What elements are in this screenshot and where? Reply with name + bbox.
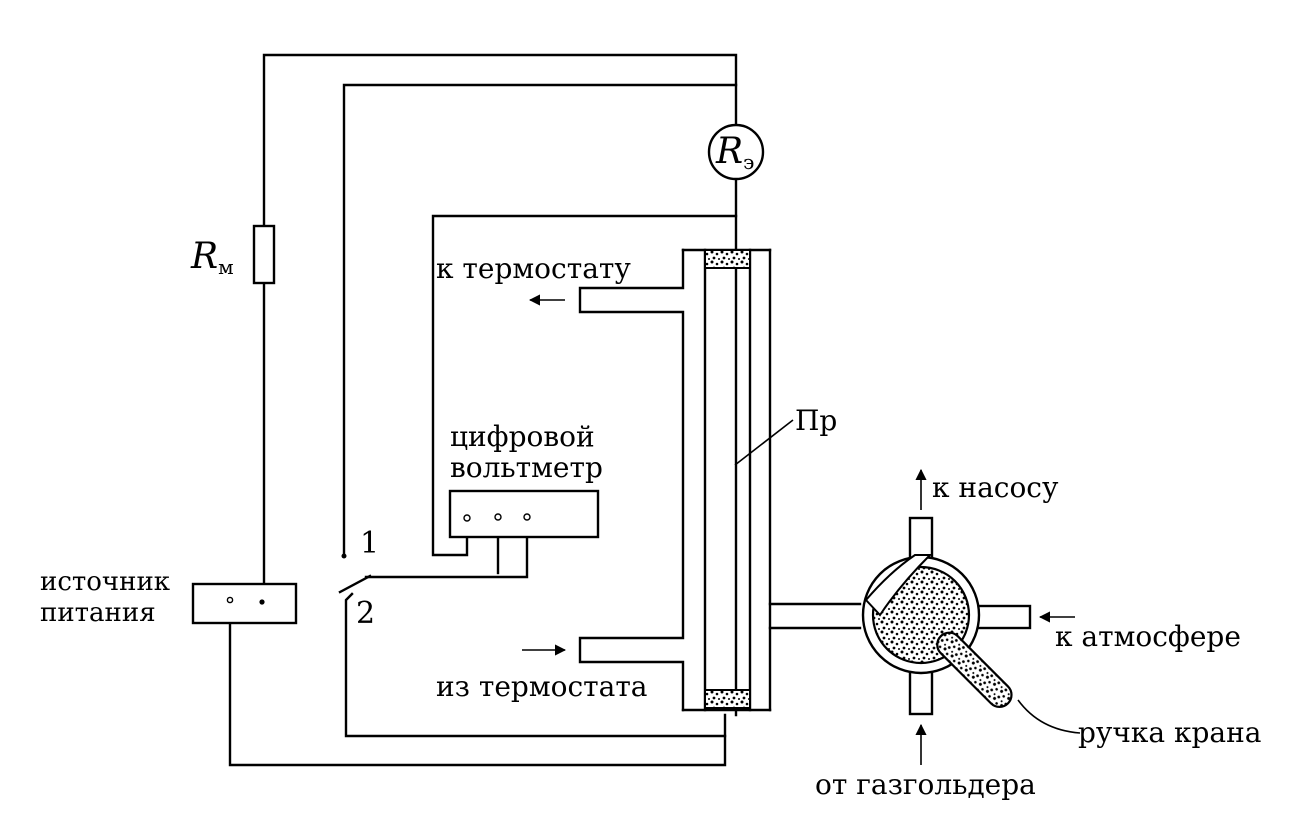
to-pump-label: к насосу [932,471,1059,504]
wire-power-bottom [228,601,727,767]
resistor-rm-label: Rм [190,236,234,279]
wire-switch2-bottom [344,592,727,738]
from-thermostat-label: из термостата [436,670,648,703]
resistor-re [707,123,765,181]
valve-pipe-right [970,604,1032,630]
power-supply [191,582,298,625]
voltmeter-terminal-3 [523,513,531,521]
switch-position-2: 2 [356,596,375,631]
wire-switch1-to-top [342,83,738,557]
from-gasholder-label: от газгольдера [815,768,1036,801]
jacket-left-wall [578,248,685,712]
resistor-re-label: Rэ [715,131,754,174]
wire-rm-to-re [262,53,738,228]
tube-bottom-plug [704,689,751,709]
power-supply-label: источник питания [40,567,178,628]
power-terminal-left [226,596,234,604]
valve-handle-leader [1017,699,1081,734]
digital-voltmeter [448,489,600,539]
thermostat-jacket [578,248,862,712]
voltmeter-terminal-1 [463,514,471,522]
tube-top-plug [704,249,751,269]
conductor-leader [734,419,794,466]
valve-handle-label: ручка крана [1078,716,1261,749]
to-atmosphere-label: к атмосфере [1055,620,1241,653]
resistor-rm [252,224,276,285]
conductor-label: Пр [795,404,837,437]
power-terminal-right [259,599,265,605]
switch-terminal-1 [341,553,347,559]
switch [338,553,372,594]
wiring [228,53,738,767]
switch-blade [338,574,372,594]
valve-passage [864,554,933,617]
wire-voltmeter-loop [431,214,738,557]
three-way-valve [861,516,1032,716]
switch-position-1: 1 [360,526,379,561]
to-thermostat-label: к термостату [436,252,631,285]
voltmeter-terminal-2 [494,513,502,521]
digital-voltmeter-label: цифровой вольтметр [450,420,604,484]
valve-handle [936,631,1013,709]
